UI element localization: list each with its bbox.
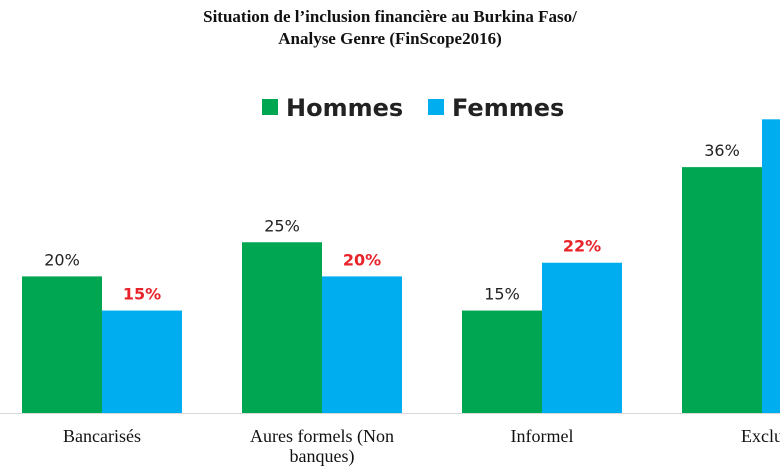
bar-femmes-1	[322, 276, 402, 413]
bar-femmes-2	[542, 262, 622, 413]
category-label-0-line-0: Bancarisés	[63, 426, 141, 446]
bar-femmes-3	[762, 119, 780, 413]
value-labels: 20% 25% 15% 36% 15% 20% 22%	[44, 141, 740, 303]
category-label-2-line-0: Informel	[511, 426, 574, 446]
legend-label-femmes: Femmes	[452, 94, 564, 122]
data-label-hommes-0: 20%	[44, 250, 80, 269]
chart-title-line-1: Situation de l’inclusion financière au B…	[203, 7, 577, 26]
data-label-femmes-1: 20%	[343, 250, 381, 269]
bars	[22, 119, 780, 413]
data-label-hommes-1: 25%	[264, 216, 300, 235]
chart-title-line-2: Analyse Genre (FinScope2016)	[278, 29, 502, 48]
legend-swatch-femmes	[428, 99, 444, 115]
bar-hommes-3	[682, 167, 762, 413]
data-label-femmes-0: 15%	[123, 285, 161, 304]
category-label-1-line-1: banques)	[290, 446, 355, 467]
data-label-hommes-3: 36%	[704, 141, 740, 160]
legend: Hommes Femmes	[262, 94, 564, 122]
bar-femmes-0	[102, 310, 182, 413]
data-label-hommes-2: 15%	[484, 285, 520, 304]
category-label-1-line-0: Aures formels (Non	[250, 426, 394, 447]
bar-hommes-1	[242, 242, 322, 413]
legend-swatch-hommes	[262, 99, 278, 115]
category-label-3-line-0: Exclu	[741, 426, 780, 446]
chart-title: Situation de l’inclusion financière au B…	[0, 6, 780, 50]
data-label-femmes-2: 22%	[563, 237, 601, 256]
bar-hommes-0	[22, 276, 102, 413]
legend-label-hommes: Hommes	[286, 94, 403, 122]
bar-hommes-2	[462, 310, 542, 413]
